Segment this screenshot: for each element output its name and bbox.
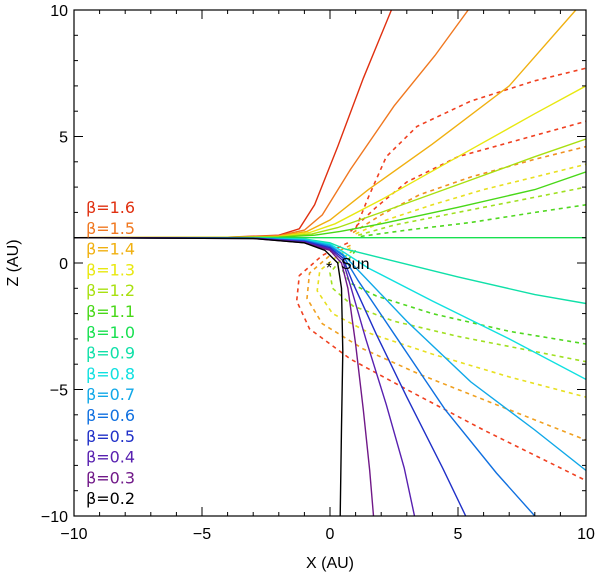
- sun-label: Sun: [341, 256, 369, 273]
- dashed-curve-4: [341, 249, 586, 345]
- legend-entry: β=1.5: [86, 219, 135, 238]
- dashed-curve-8: [357, 186, 586, 236]
- x-tick-label: 0: [326, 526, 335, 543]
- trajectory-line-14: [74, 237, 344, 516]
- legend-entry: β=1.2: [86, 281, 135, 300]
- legend: β=1.6 β=1.5 β=1.4β=1.3 β=1.2 β=1.1 β=1.0 β=0.9…: [86, 198, 135, 508]
- x-axis-label: X (AU): [306, 555, 354, 572]
- trajectory-line-5: [74, 171, 586, 239]
- legend-entry: β=1.0: [86, 323, 135, 342]
- x-tick-label: −5: [193, 526, 211, 543]
- dashed-curve-6: [352, 145, 586, 234]
- dashed-curve-5: [349, 120, 586, 232]
- dashed-curve-3: [329, 249, 586, 363]
- legend-entry: β=1.6: [86, 198, 135, 217]
- dashed-curve-2: [316, 247, 586, 398]
- legend-entry: β=0.4: [86, 448, 135, 467]
- legend-entry: β=0.5: [86, 427, 135, 446]
- dashed-curve-9: [360, 204, 586, 238]
- dashed-curve-10: [354, 67, 586, 230]
- sun-marker: *: [326, 260, 332, 277]
- axis-ticks: −10 −5 0 5 10 −10 −5 0 5 10: [41, 3, 595, 543]
- plot-lines: [74, 10, 586, 516]
- x-tick-label: −10: [60, 526, 87, 543]
- legend-entry: β=0.2: [86, 489, 135, 508]
- x-tick-label: 10: [577, 526, 595, 543]
- legend-entry: β=1.3: [86, 260, 135, 279]
- legend-entry: β=0.6: [86, 406, 135, 425]
- dashed-curve-0: [295, 242, 586, 482]
- legend-entry: β=0.9: [86, 344, 135, 363]
- legend-entry: β=0.7: [86, 385, 135, 404]
- trajectory-line-3: [74, 85, 586, 239]
- y-tick-label: −5: [50, 383, 68, 400]
- sun-marker-group: * Sun: [326, 256, 369, 277]
- y-tick-label: 0: [59, 256, 68, 273]
- y-tick-label: 5: [59, 130, 68, 147]
- dashed-curve-1: [306, 244, 586, 441]
- y-tick-label: −10: [41, 509, 68, 526]
- legend-entry: β=1.1: [86, 302, 135, 321]
- legend-entry: β=0.8: [86, 364, 135, 383]
- legend-entry: β=1.4: [86, 240, 135, 259]
- trajectory-line-4: [74, 138, 586, 239]
- x-tick-label: 5: [454, 526, 463, 543]
- y-axis-label: Z (AU): [5, 239, 22, 286]
- y-tick-label: 10: [50, 3, 68, 20]
- legend-entry: β=0.3: [86, 468, 135, 487]
